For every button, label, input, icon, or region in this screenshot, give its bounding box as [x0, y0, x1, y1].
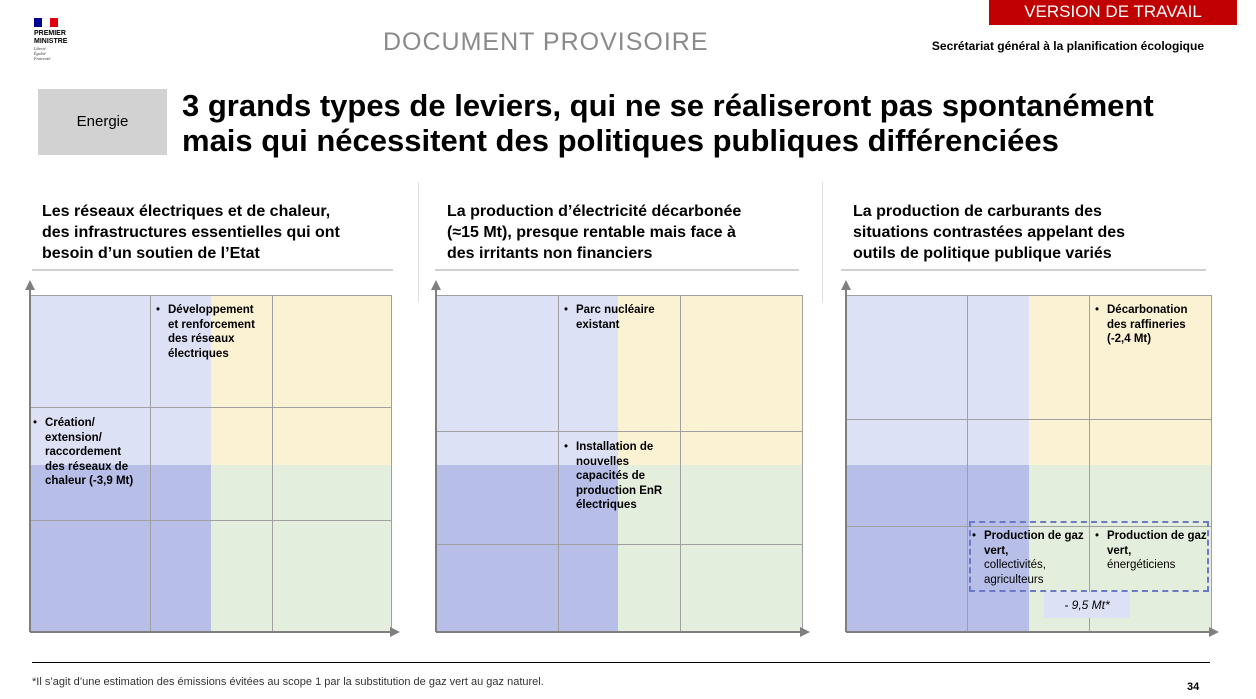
column-divider [418, 182, 419, 302]
matrix-axes [25, 280, 400, 637]
column-heading-electricity: La production d’électricité décarbonée (… [435, 201, 799, 271]
lever-green-gas-energy: • Production de gaz vert, énergéticiens [1095, 530, 1207, 571]
zone-blue [436, 465, 618, 632]
zone-yellow [211, 295, 391, 465]
zone-light-blue [436, 295, 618, 465]
zone-blue [30, 465, 211, 632]
logo-motto: Liberté Égalité Fraternité [34, 46, 51, 61]
column-heading-networks: Les réseaux électriques et de chaleur, d… [32, 201, 393, 271]
page-title: 3 grands types de leviers, qui ne se réa… [182, 88, 1154, 158]
grid-line [30, 520, 391, 521]
zone-yellow [1029, 295, 1211, 465]
section-tag: Energie [38, 89, 167, 155]
document-status: DOCUMENT PROVISOIRE [383, 28, 709, 56]
lever-nuclear: • Parc nucléaire existant [564, 304, 655, 331]
footnote: *Il s’agit d’une estimation des émission… [32, 676, 544, 688]
grid-line [436, 544, 802, 545]
grid-line [391, 295, 392, 632]
lever-green-gas-local: • Production de gaz vert, collectivités,… [972, 530, 1084, 586]
footer-divider [32, 662, 1210, 663]
grid-line [846, 419, 1211, 420]
zone-light-blue [846, 295, 1029, 465]
zone-light-blue [30, 295, 211, 465]
zone-blue [846, 465, 1029, 632]
lever-refineries: • Décarbonation des raffineries (-2,4 Mt… [1095, 304, 1188, 345]
republic-logo: PREMIER MINISTRE Liberté Égalité Fratern… [32, 16, 86, 68]
emissions-estimate: - 9,5 Mt* [1044, 592, 1130, 618]
lever-renewables: • Installation de nouvelles capacités de… [564, 441, 663, 511]
organization-name: Secrétariat général à la planification é… [931, 39, 1204, 53]
grid-line [30, 295, 391, 296]
grid-line [967, 295, 968, 632]
grid-line [272, 295, 273, 632]
column-divider [822, 182, 823, 302]
version-badge: VERSION DE TRAVAIL [989, 0, 1237, 25]
column-heading-fuels: La production de carburants des situatio… [841, 201, 1206, 271]
grid-line [1089, 295, 1090, 632]
grid-line [680, 295, 681, 632]
logo-text: PREMIER MINISTRE [34, 30, 68, 45]
grid-line [846, 295, 1211, 296]
grid-line [1211, 295, 1212, 632]
page-number: 34 [1187, 681, 1200, 693]
grid-line [436, 431, 802, 432]
zone-yellow [618, 295, 802, 465]
lever-electric-networks: • Développement et renforcement des rése… [156, 304, 255, 360]
grid-line [846, 526, 1211, 527]
grid-line [802, 295, 803, 632]
green-gas-group [969, 521, 1209, 592]
matrix-axes [431, 280, 810, 637]
french-flag-icon [34, 18, 58, 27]
zone-green [618, 465, 802, 632]
lever-heat-networks: • Création/ extension/ raccordement des … [33, 417, 134, 487]
zone-green [211, 465, 391, 632]
matrix-axes [841, 280, 1219, 637]
grid-line [150, 295, 151, 632]
grid-line [558, 295, 559, 632]
grid-line [436, 295, 802, 296]
grid-line [30, 407, 391, 408]
